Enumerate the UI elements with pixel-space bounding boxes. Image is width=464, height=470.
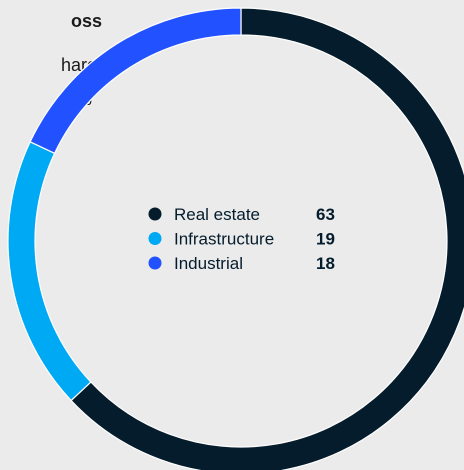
title-fragment-1: oss xyxy=(71,11,102,31)
legend-value-real-estate: 63 xyxy=(316,205,335,224)
slice-real-estate xyxy=(70,7,464,470)
legend-value-industrial: 18 xyxy=(316,254,335,273)
legend-label-industrial: Industrial xyxy=(174,254,243,273)
legend-label-real-estate: Real estate xyxy=(174,205,260,224)
legend-value-infrastructure: 19 xyxy=(316,230,335,249)
legend-swatch-real-estate xyxy=(148,207,162,221)
slice-industrial xyxy=(29,7,242,155)
legend: Real estate 63 Infrastructure 19 Industrial 1… xyxy=(148,205,335,273)
donut-slices xyxy=(7,7,464,470)
legend-swatch-industrial xyxy=(148,256,162,270)
legend-label-infrastructure: Infrastructure xyxy=(174,230,274,249)
slice-infrastructure xyxy=(7,140,92,402)
legend-swatch-infrastructure xyxy=(148,232,162,245)
